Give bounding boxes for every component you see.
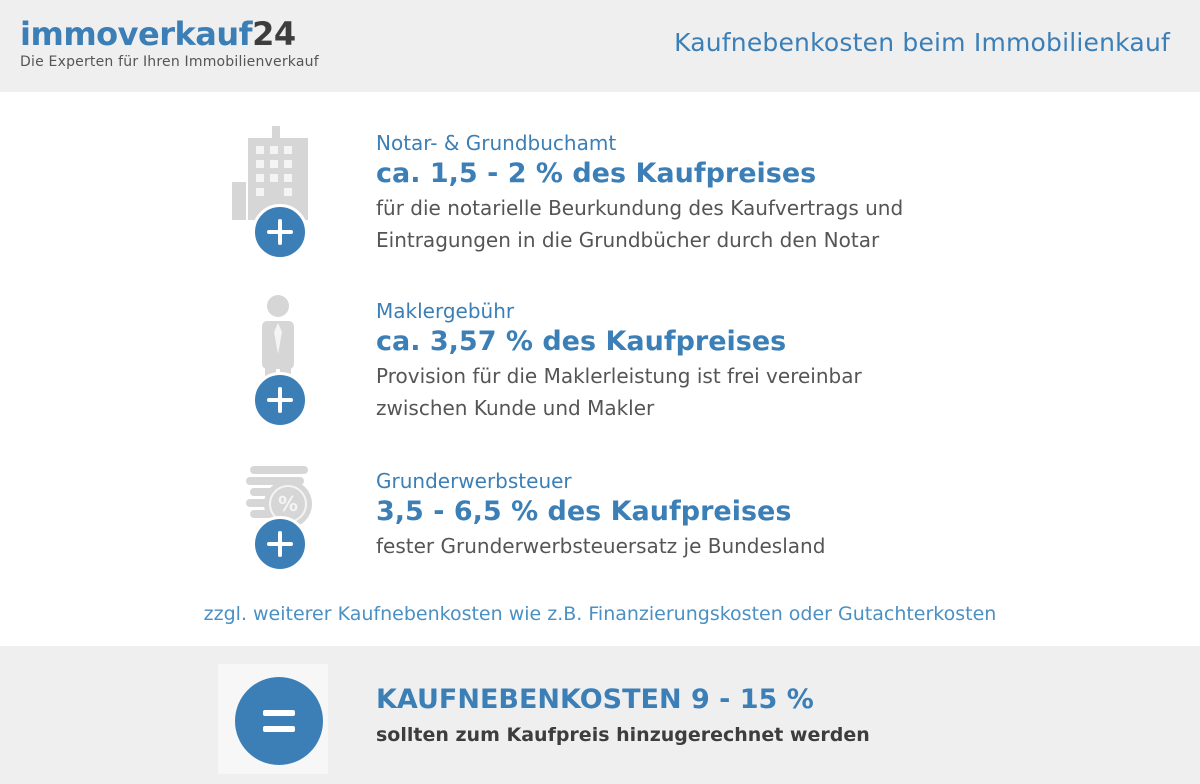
page-title: Kaufnebenkosten beim Immobilienkauf — [674, 28, 1170, 57]
logo[interactable]: immoverkauf24 Die Experten für Ihren Imm… — [20, 16, 319, 70]
additional-costs-note: zzgl. weiterer Kaufnebenkosten wie z.B. … — [203, 603, 997, 625]
equals-icon — [218, 664, 328, 774]
logo-number: 24 — [252, 15, 296, 53]
item-headline: 3,5 - 6,5 % des Kaufpreises — [376, 496, 792, 527]
summary-panel: KAUFNEBENKOSTEN 9 - 15 % sollten zum Kau… — [0, 646, 1200, 784]
item-category: Grunderwerbsteuer — [376, 469, 572, 493]
item-desc-line1: für die notarielle Beurkundung des Kaufv… — [376, 196, 904, 220]
item-desc-line1: Provision für die Maklerleistung ist fre… — [376, 364, 862, 388]
plus-icon — [252, 372, 308, 428]
building-icon — [228, 120, 318, 260]
summary-title: KAUFNEBENKOSTEN 9 - 15 % — [376, 684, 814, 715]
coins-percent-icon: % — [228, 460, 318, 590]
header: immoverkauf24 Die Experten für Ihren Imm… — [0, 0, 1200, 92]
item-category: Notar- & Grundbuchamt — [376, 131, 617, 155]
item-category: Maklergebühr — [376, 299, 515, 323]
logo-wordmark: immoverkauf24 — [20, 16, 319, 52]
item-desc-line1: fester Grunderwerbsteuersatz je Bundesla… — [376, 534, 826, 558]
logo-name: immoverkauf — [20, 15, 253, 53]
item-desc-line2: zwischen Kunde und Makler — [376, 396, 655, 420]
plus-icon — [252, 204, 308, 260]
plus-icon — [252, 516, 308, 572]
item-desc-line2: Eintragungen in die Grundbücher durch de… — [376, 228, 880, 252]
summary-subtitle: sollten zum Kaufpreis hinzugerechnet wer… — [376, 724, 870, 746]
item-headline: ca. 3,57 % des Kaufpreises — [376, 326, 787, 357]
logo-tagline: Die Experten für Ihren Immobilienverkauf — [20, 54, 319, 70]
item-headline: ca. 1,5 - 2 % des Kaufpreises — [376, 158, 817, 189]
equals-circle — [235, 677, 323, 765]
percent-symbol: % — [278, 492, 298, 516]
person-icon — [228, 290, 318, 428]
